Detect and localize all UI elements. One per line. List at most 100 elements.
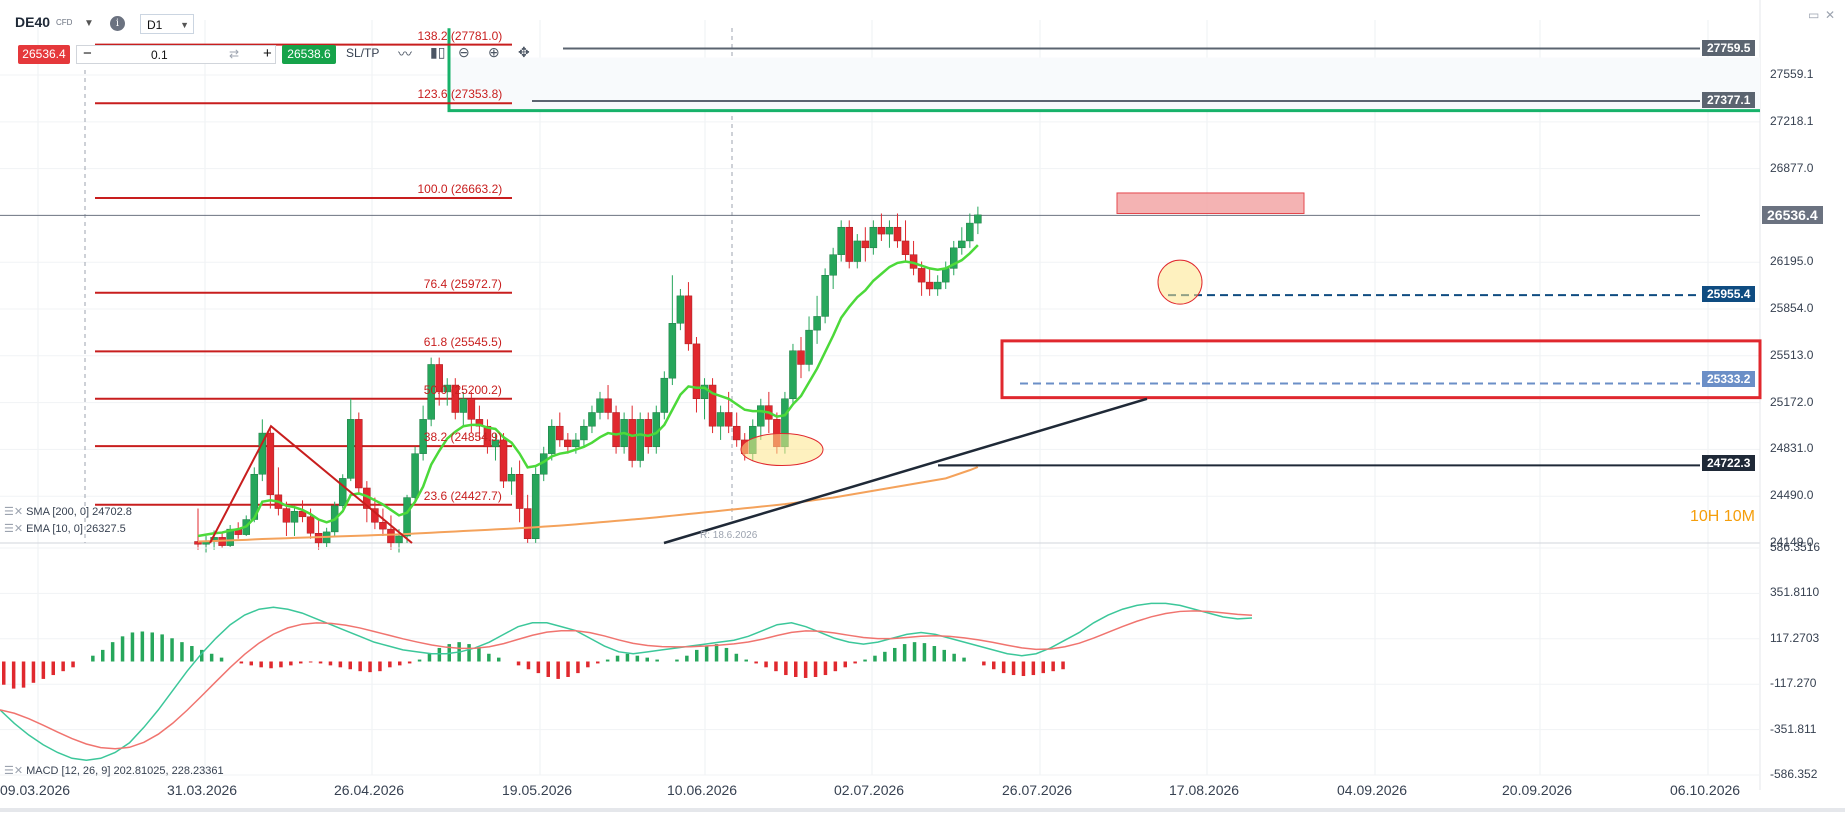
y-tick-label: 26195.0 bbox=[1770, 254, 1814, 269]
info-icon[interactable]: i bbox=[110, 16, 125, 31]
sma-label-text: SMA [200, 0] 24702.8 bbox=[26, 506, 132, 518]
candlestick-icon[interactable]: ▮▯ bbox=[430, 44, 446, 60]
candle-body bbox=[869, 226, 878, 249]
macd-histogram-bar bbox=[91, 655, 95, 662]
macd-y-tick-label: -117.270 bbox=[1770, 676, 1817, 691]
candle-body bbox=[580, 425, 588, 441]
sma-line bbox=[197, 466, 979, 543]
macd-histogram-bar bbox=[982, 661, 986, 666]
macd-histogram-bar bbox=[1021, 661, 1026, 677]
candle-body bbox=[266, 432, 275, 496]
line-chart-icon[interactable]: 〰 bbox=[398, 46, 412, 62]
macd-histogram-bar bbox=[744, 659, 748, 662]
trading-toolbar: DE40 CFD ▼ i D1 ▼ 26536.4 − 0.1 ⇄ + 2653… bbox=[0, 0, 560, 66]
move-icon[interactable]: ✥ bbox=[518, 44, 530, 60]
candle-body bbox=[700, 384, 709, 400]
candle-body bbox=[805, 329, 813, 365]
candle-body bbox=[636, 419, 644, 461]
macd-histogram-bar bbox=[952, 653, 956, 662]
highlight-ellipse bbox=[1157, 259, 1203, 305]
macd-histogram-bar bbox=[110, 642, 115, 662]
x-tick-label: 17.08.2026 bbox=[1169, 782, 1240, 798]
candle-body bbox=[507, 473, 516, 482]
macd-indicator-label[interactable]: ☰✕ MACD [12, 26, 9] 202.81025, 228.23361 bbox=[4, 764, 224, 777]
y-tick-label: 25854.0 bbox=[1770, 301, 1814, 315]
candle-body bbox=[395, 535, 403, 544]
candle-body bbox=[355, 419, 363, 489]
sell-button[interactable]: 26536.4 bbox=[18, 45, 70, 64]
macd-histogram-bar bbox=[239, 661, 244, 664]
macd-histogram-bar bbox=[932, 646, 937, 662]
remove-indicator-icon[interactable]: ☰✕ bbox=[4, 506, 24, 518]
remove-indicator-icon[interactable]: ☰✕ bbox=[4, 765, 24, 777]
minimize-icon[interactable]: ▭ bbox=[1808, 8, 1820, 22]
macd-histogram-bar bbox=[11, 661, 16, 689]
candle-body bbox=[708, 384, 717, 427]
sl-tp-button[interactable]: SL/TP bbox=[346, 46, 380, 60]
candle-body bbox=[306, 516, 315, 534]
candle-body bbox=[451, 384, 460, 413]
symbol-dropdown-chevron-icon[interactable]: ▼ bbox=[84, 18, 94, 29]
macd-histogram-bar bbox=[279, 661, 283, 668]
candle-body bbox=[716, 412, 725, 427]
x-tick-label: 20.09.2026 bbox=[1502, 782, 1573, 798]
candle-body bbox=[668, 323, 677, 379]
macd-histogram-bar bbox=[61, 661, 65, 672]
macd-histogram-bar bbox=[209, 653, 214, 662]
candle-body bbox=[974, 214, 982, 224]
sma-indicator-label[interactable]: ☰✕ SMA [200, 0] 24702.8 bbox=[4, 505, 132, 518]
macd-histogram-bar bbox=[922, 643, 927, 662]
macd-histogram-bar bbox=[437, 647, 442, 662]
macd-histogram-bar bbox=[328, 661, 333, 666]
macd-histogram-bar bbox=[140, 631, 145, 662]
candle-body bbox=[548, 425, 556, 454]
macd-histogram-bar bbox=[368, 661, 372, 673]
macd-histogram-bar bbox=[219, 657, 224, 662]
macd-histogram-bar bbox=[1001, 661, 1006, 674]
candle-body bbox=[853, 240, 862, 262]
quantity-input[interactable]: 0.1 bbox=[151, 48, 168, 62]
quantity-minus-button[interactable]: − bbox=[83, 45, 92, 62]
zoom-out-icon[interactable]: ⊖ bbox=[458, 44, 470, 60]
candle-body bbox=[958, 240, 966, 249]
zoom-in-icon[interactable]: ⊕ bbox=[488, 44, 500, 60]
macd-histogram-bar bbox=[41, 661, 46, 679]
candle-body bbox=[459, 398, 468, 413]
macd-histogram-bar bbox=[714, 644, 719, 662]
quantity-stepper[interactable]: − 0.1 ⇄ + bbox=[76, 45, 276, 64]
timeframe-select[interactable]: D1 ▼ bbox=[140, 14, 194, 34]
macd-histogram-bar bbox=[615, 655, 620, 662]
macd-histogram-bar bbox=[1011, 661, 1016, 676]
macd-histogram-bar bbox=[803, 661, 808, 678]
price-tag-label: 25955.4 bbox=[1702, 286, 1756, 303]
candle-body bbox=[676, 295, 685, 324]
macd-histogram-bar bbox=[853, 661, 857, 664]
y-tick-label: 27218.1 bbox=[1770, 113, 1814, 128]
candle-body bbox=[917, 268, 926, 283]
fibonacci-level-label: 50.0 (25200.2) bbox=[423, 382, 502, 397]
macd-histogram-bar bbox=[308, 661, 313, 663]
macd-histogram-bar bbox=[962, 657, 966, 662]
candle-body bbox=[933, 281, 942, 290]
swap-icon[interactable]: ⇄ bbox=[229, 47, 240, 61]
remove-indicator-icon[interactable]: ☰✕ bbox=[4, 523, 24, 535]
candle-body bbox=[588, 412, 596, 427]
buy-button[interactable]: 26538.6 bbox=[282, 45, 336, 64]
macd-histogram-bar bbox=[863, 659, 867, 662]
highlight-ellipse bbox=[740, 433, 824, 467]
macd-histogram-bar bbox=[675, 659, 679, 662]
price-tag-label: 25333.2 bbox=[1702, 371, 1756, 388]
candle-body bbox=[282, 508, 291, 523]
range-label: R: 18.6.2026 bbox=[700, 530, 758, 541]
candle-body bbox=[660, 377, 669, 413]
candle-body bbox=[290, 511, 299, 523]
quantity-plus-button[interactable]: + bbox=[263, 45, 272, 62]
close-icon[interactable]: ✕ bbox=[1825, 8, 1836, 22]
macd-histogram-bar bbox=[338, 661, 343, 668]
candle-body bbox=[475, 419, 484, 427]
symbol-name[interactable]: DE40 bbox=[15, 14, 51, 30]
macd-histogram-bar bbox=[1061, 661, 1065, 670]
candle-body bbox=[966, 222, 974, 242]
ema-indicator-label[interactable]: ☰✕ EMA [10, 0] 26327.5 bbox=[4, 522, 126, 535]
